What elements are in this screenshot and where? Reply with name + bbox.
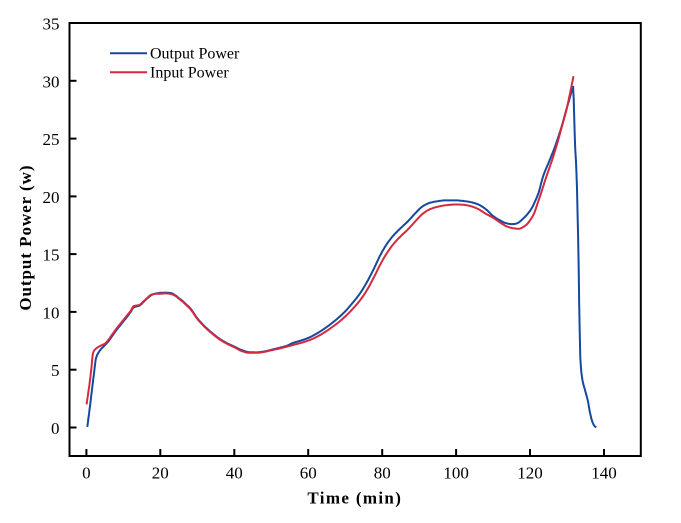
svg-text:40: 40 [226,464,243,483]
svg-text:Input Power: Input Power [150,65,229,82]
svg-text:60: 60 [300,464,317,483]
svg-text:Time (min): Time (min) [307,489,402,508]
svg-text:0: 0 [51,419,60,438]
svg-text:20: 20 [43,188,60,207]
svg-text:Output Power: Output Power [150,46,240,63]
svg-text:10: 10 [43,303,60,322]
svg-text:25: 25 [43,130,60,149]
svg-text:35: 35 [43,15,60,34]
svg-text:Output Power (w): Output Power (w) [16,165,35,311]
svg-text:100: 100 [443,464,469,483]
svg-text:0: 0 [82,464,91,483]
svg-text:80: 80 [374,464,391,483]
svg-text:5: 5 [51,361,60,380]
svg-text:120: 120 [517,464,543,483]
svg-text:30: 30 [43,72,60,91]
svg-text:15: 15 [43,246,60,265]
svg-text:140: 140 [591,464,617,483]
svg-text:20: 20 [152,464,169,483]
